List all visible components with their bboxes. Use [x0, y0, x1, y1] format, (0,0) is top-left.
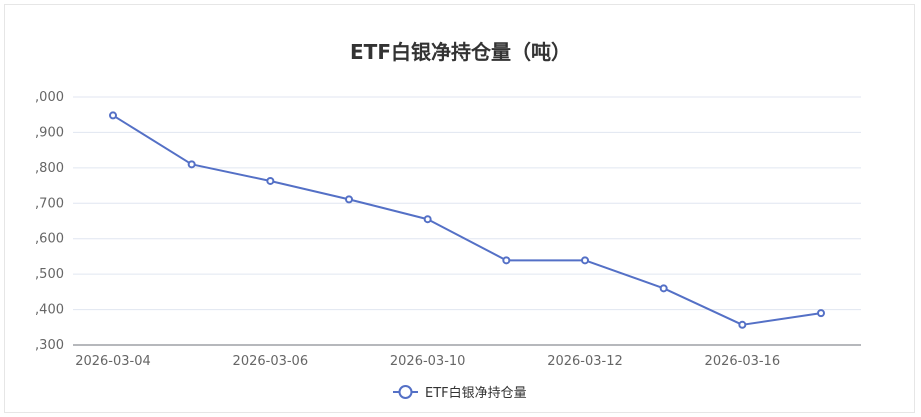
- data-point: [502, 256, 511, 265]
- series-line: [112, 114, 822, 326]
- data-point: [423, 215, 432, 224]
- y-tick-label: ,600: [35, 232, 64, 247]
- data-point: [817, 309, 825, 318]
- y-tick-label: ,000: [35, 90, 64, 105]
- data-point: [659, 284, 668, 293]
- y-tick-label: ,500: [35, 267, 64, 282]
- x-tick-label: 2026-03-10: [390, 354, 466, 369]
- data-point: [187, 160, 196, 169]
- y-tick-label: ,300: [35, 338, 64, 353]
- data-point: [738, 320, 747, 329]
- legend-marker: [398, 385, 413, 399]
- x-tick-label: 2026-03-16: [705, 354, 781, 369]
- x-tick-label: 2026-03-04: [75, 354, 151, 369]
- data-point: [109, 111, 117, 120]
- y-tick-label: ,900: [35, 125, 64, 140]
- legend-label: ETF白银净持仓量: [425, 385, 527, 401]
- y-tick-label: ,400: [35, 303, 64, 318]
- x-tick-label: 2026-03-06: [233, 354, 309, 369]
- chart-title: ETF白银净持仓量（吨）: [350, 40, 571, 64]
- x-tick-label: 2026-03-12: [547, 354, 623, 369]
- y-tick-label: ,800: [35, 161, 64, 176]
- y-tick-label: ,700: [35, 196, 64, 211]
- data-point: [266, 176, 275, 185]
- data-point: [581, 256, 589, 265]
- data-point: [345, 195, 353, 204]
